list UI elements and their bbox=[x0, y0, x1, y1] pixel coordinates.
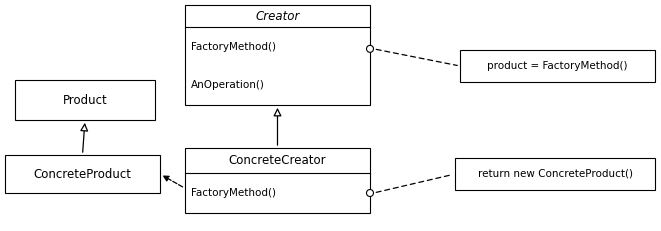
Text: ConcreteProduct: ConcreteProduct bbox=[34, 167, 132, 180]
Circle shape bbox=[366, 45, 373, 52]
Bar bbox=[455, 158, 655, 190]
Bar bbox=[460, 50, 655, 82]
Bar bbox=[185, 5, 370, 105]
Text: AnOperation(): AnOperation() bbox=[191, 80, 265, 91]
Bar bbox=[15, 80, 155, 120]
Bar bbox=[5, 155, 160, 193]
Text: FactoryMethod(): FactoryMethod() bbox=[191, 188, 276, 198]
Text: Creator: Creator bbox=[255, 9, 299, 22]
Text: Product: Product bbox=[63, 94, 107, 106]
Bar bbox=[185, 148, 370, 213]
Text: product = FactoryMethod(): product = FactoryMethod() bbox=[487, 61, 628, 71]
Circle shape bbox=[366, 189, 373, 197]
Text: ConcreteCreator: ConcreteCreator bbox=[229, 154, 327, 167]
Text: return new ConcreteProduct(): return new ConcreteProduct() bbox=[477, 169, 633, 179]
Text: FactoryMethod(): FactoryMethod() bbox=[191, 42, 276, 52]
